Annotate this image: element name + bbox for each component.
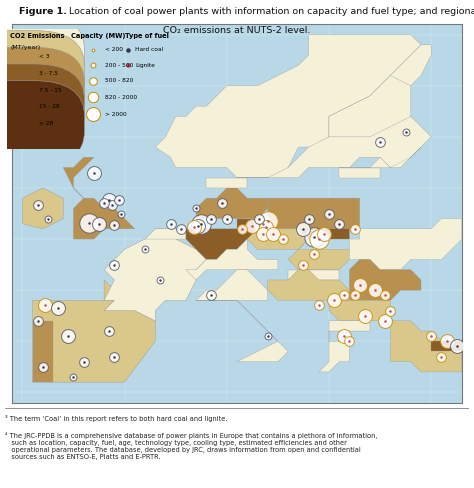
Polygon shape	[104, 229, 206, 321]
FancyBboxPatch shape	[0, 30, 84, 117]
Text: < 200: < 200	[105, 47, 123, 52]
Polygon shape	[339, 147, 421, 167]
Text: > 2000: > 2000	[105, 112, 127, 117]
Text: 200 - 500: 200 - 500	[105, 62, 133, 68]
Polygon shape	[339, 167, 380, 178]
Polygon shape	[431, 341, 462, 351]
Polygon shape	[329, 301, 390, 321]
Polygon shape	[349, 219, 462, 270]
Text: 820 - 2000: 820 - 2000	[105, 95, 137, 100]
Text: 15 - 28: 15 - 28	[39, 104, 60, 109]
FancyBboxPatch shape	[0, 81, 84, 167]
Text: > 28: > 28	[39, 121, 54, 126]
Polygon shape	[237, 45, 431, 178]
Text: Location of coal power plants with information on capacity and fuel type; and re: Location of coal power plants with infor…	[69, 7, 474, 16]
Polygon shape	[288, 229, 349, 249]
Text: Lignite: Lignite	[135, 62, 155, 68]
Text: 3 - 7.5: 3 - 7.5	[39, 71, 58, 76]
Polygon shape	[206, 178, 247, 188]
Polygon shape	[186, 229, 278, 260]
Polygon shape	[288, 249, 349, 270]
Polygon shape	[288, 270, 339, 280]
Polygon shape	[196, 270, 268, 301]
Polygon shape	[237, 219, 268, 229]
Polygon shape	[319, 321, 370, 372]
FancyBboxPatch shape	[0, 14, 84, 100]
Polygon shape	[349, 260, 421, 301]
Polygon shape	[196, 301, 288, 362]
Text: Type of fuel: Type of fuel	[125, 33, 169, 39]
Polygon shape	[268, 270, 349, 301]
Polygon shape	[155, 35, 421, 178]
Polygon shape	[390, 321, 462, 372]
Polygon shape	[329, 76, 411, 137]
Text: Capacity (MW): Capacity (MW)	[71, 33, 126, 39]
Text: ³ The term ‘Coal’ in this report refers to both hard coal and lignite.: ³ The term ‘Coal’ in this report refers …	[5, 415, 227, 422]
Text: CO₂ emissions at NUTS-2 level.: CO₂ emissions at NUTS-2 level.	[164, 26, 310, 35]
Polygon shape	[145, 229, 196, 239]
Text: (MT/year): (MT/year)	[10, 45, 41, 50]
Text: 500 - 820: 500 - 820	[105, 78, 133, 83]
Polygon shape	[33, 321, 53, 382]
Polygon shape	[268, 198, 360, 239]
FancyBboxPatch shape	[0, 47, 84, 133]
Text: ⁴ The JRC-PPDB is a comprehensive database of power plants in Europe that contai: ⁴ The JRC-PPDB is a comprehensive databa…	[5, 431, 377, 460]
Polygon shape	[22, 188, 63, 229]
Text: Figure 1.: Figure 1.	[19, 7, 67, 16]
Polygon shape	[196, 188, 268, 219]
Text: Hard coal: Hard coal	[135, 47, 163, 52]
Text: < 3: < 3	[39, 54, 50, 59]
Text: 7.5 - 15: 7.5 - 15	[39, 88, 62, 93]
Polygon shape	[247, 229, 309, 249]
FancyBboxPatch shape	[0, 64, 84, 150]
Polygon shape	[186, 239, 278, 280]
Polygon shape	[63, 157, 135, 239]
Polygon shape	[33, 280, 155, 382]
Text: CO2 Emissions: CO2 Emissions	[10, 33, 65, 39]
